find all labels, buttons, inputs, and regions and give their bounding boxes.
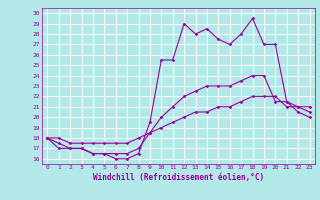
X-axis label: Windchill (Refroidissement éolien,°C): Windchill (Refroidissement éolien,°C) [93,173,264,182]
